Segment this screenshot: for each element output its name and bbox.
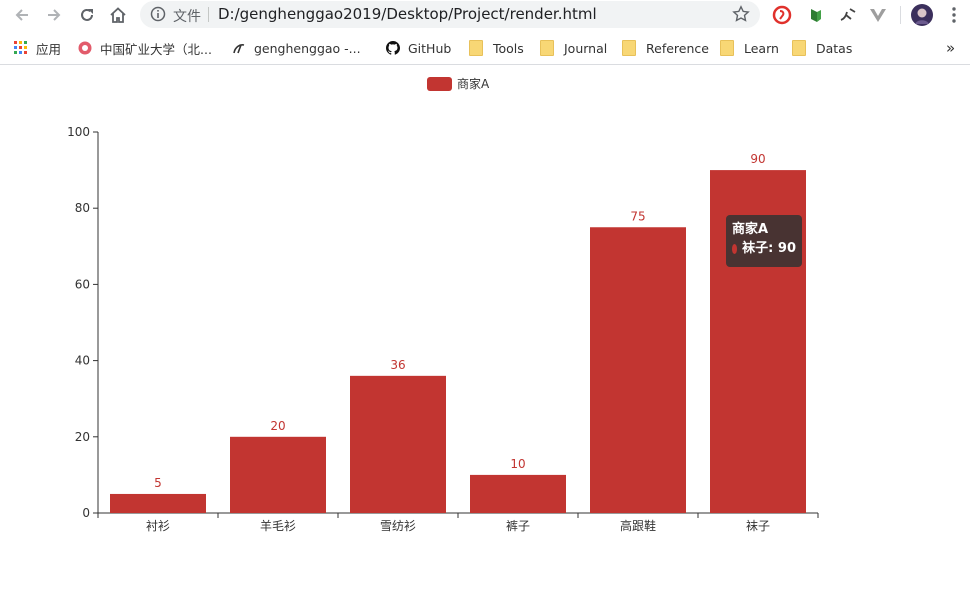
x-axis: 衬衫 羊毛衫 雪纺衫 裤子 高跟鞋 袜子 (97, 512, 819, 533)
bookmark-folder-reference[interactable]: Reference (622, 39, 709, 57)
reload-icon (81, 8, 93, 21)
tooltip-series-name: 商家A (732, 222, 769, 237)
home-icon (110, 7, 126, 23)
extension-green-leaf-icon[interactable] (806, 5, 826, 25)
csdn-icon (233, 44, 245, 54)
bookmark-label: Reference (646, 40, 709, 56)
bookmark-label: Tools (493, 40, 524, 56)
bookmark-label: 应用 (36, 41, 62, 57)
bookmarks-bar: 应用 中国矿业大学（北... genghenggao -... GitHub T… (0, 32, 970, 65)
bookmarks-overflow-button[interactable]: » (946, 39, 955, 57)
bookmark-label: genghenggao -... (254, 40, 361, 56)
y-tick-label: 0 (82, 506, 90, 520)
home-button[interactable] (106, 3, 130, 27)
bookmark-label: GitHub (408, 40, 452, 56)
university-icon (78, 41, 92, 55)
tooltip-marker-icon (732, 244, 738, 254)
tooltip-item: 袜子: 90 (732, 239, 796, 259)
folder-icon (622, 40, 636, 56)
bookmark-label: Datas (816, 40, 853, 56)
y-tick-label: 60 (75, 277, 90, 291)
bookmark-csdn[interactable]: genghenggao -... (232, 39, 361, 57)
bookmark-university[interactable]: 中国矿业大学（北... (78, 39, 212, 57)
bookmark-github[interactable]: GitHub (386, 39, 451, 57)
x-tick-label: 裤子 (506, 519, 530, 533)
x-tick-label: 高跟鞋 (620, 518, 656, 533)
bookmark-folder-tools[interactable]: Tools (469, 39, 524, 57)
bar-value-label: 5 (154, 476, 162, 490)
folder-icon (469, 40, 483, 56)
address-bar[interactable]: 文件 D:/genghenggao2019/Desktop/Project/re… (140, 1, 760, 28)
bookmark-apps[interactable]: 应用 (14, 39, 61, 57)
forward-arrow-icon (48, 9, 61, 21)
back-button[interactable] (10, 3, 34, 27)
apps-grid-icon (14, 41, 27, 54)
legend-label: 商家A (457, 76, 490, 91)
chart-legend[interactable]: 商家A (427, 76, 490, 91)
bookmark-folder-datas[interactable]: Datas (792, 39, 852, 57)
reload-button[interactable] (75, 3, 99, 27)
bookmark-star-icon[interactable] (732, 5, 750, 23)
x-tick-label: 袜子 (746, 519, 770, 533)
y-axis: 0 20 40 60 80 100 (67, 125, 99, 520)
browser-toolbar: 文件 D:/genghenggao2019/Desktop/Project/re… (0, 0, 970, 30)
extension-translate-icon[interactable] (838, 5, 858, 25)
github-icon (386, 41, 400, 55)
profile-avatar[interactable] (911, 4, 933, 26)
bar-chart: 商家A 0 20 40 60 80 100 衬衫 羊毛衫 雪纺衫 裤子 高跟鞋 袜子 5 20 36 10… (67, 76, 819, 533)
x-tick-label: 雪纺衫 (380, 519, 416, 533)
y-tick-label: 20 (75, 430, 90, 444)
bar[interactable] (350, 375, 446, 513)
bar[interactable] (470, 474, 566, 513)
folder-icon (720, 40, 734, 56)
omnibox-divider (208, 7, 209, 22)
bookmark-label: Learn (744, 40, 779, 56)
bookmark-folder-learn[interactable]: Learn (720, 39, 779, 57)
chart-tooltip: 商家A 袜子: 90 (726, 215, 802, 267)
bookmark-folder-journal[interactable]: Journal (540, 39, 607, 57)
bar[interactable] (590, 227, 686, 513)
bar[interactable] (230, 436, 326, 513)
bookmark-label: 中国矿业大学（北... (100, 41, 212, 57)
file-scheme-label: 文件 (173, 9, 201, 25)
bar[interactable] (110, 493, 206, 513)
folder-icon (540, 40, 554, 56)
menu-kebab-icon[interactable] (944, 5, 964, 25)
tooltip-item-text: 袜子: 90 (742, 241, 796, 256)
x-tick-label: 羊毛衫 (260, 518, 296, 533)
overflow-chevron-icon: » (946, 39, 956, 57)
bar-value-label: 75 (630, 209, 645, 223)
back-arrow-icon (15, 9, 28, 21)
bar-value-label: 20 (270, 419, 285, 433)
info-icon[interactable] (150, 6, 166, 22)
extension-red-circle-icon[interactable] (772, 5, 792, 25)
folder-icon (792, 40, 806, 56)
url-text[interactable]: D:/genghenggao2019/Desktop/Project/rende… (218, 5, 597, 23)
bar-value-label: 36 (390, 358, 405, 372)
forward-button[interactable] (42, 3, 66, 27)
bookmark-label: Journal (564, 40, 608, 56)
y-tick-label: 40 (75, 354, 90, 368)
bar-value-label: 10 (510, 457, 525, 471)
bar-value-label: 90 (750, 152, 765, 166)
y-tick-label: 80 (75, 201, 90, 215)
legend-swatch (427, 77, 452, 91)
bar-series: 5 20 36 10 75 90 (110, 152, 806, 513)
toolbar-divider (900, 6, 901, 24)
extension-vue-icon[interactable] (868, 5, 888, 25)
x-tick-label: 衬衫 (146, 519, 170, 533)
y-tick-label: 100 (67, 125, 90, 139)
